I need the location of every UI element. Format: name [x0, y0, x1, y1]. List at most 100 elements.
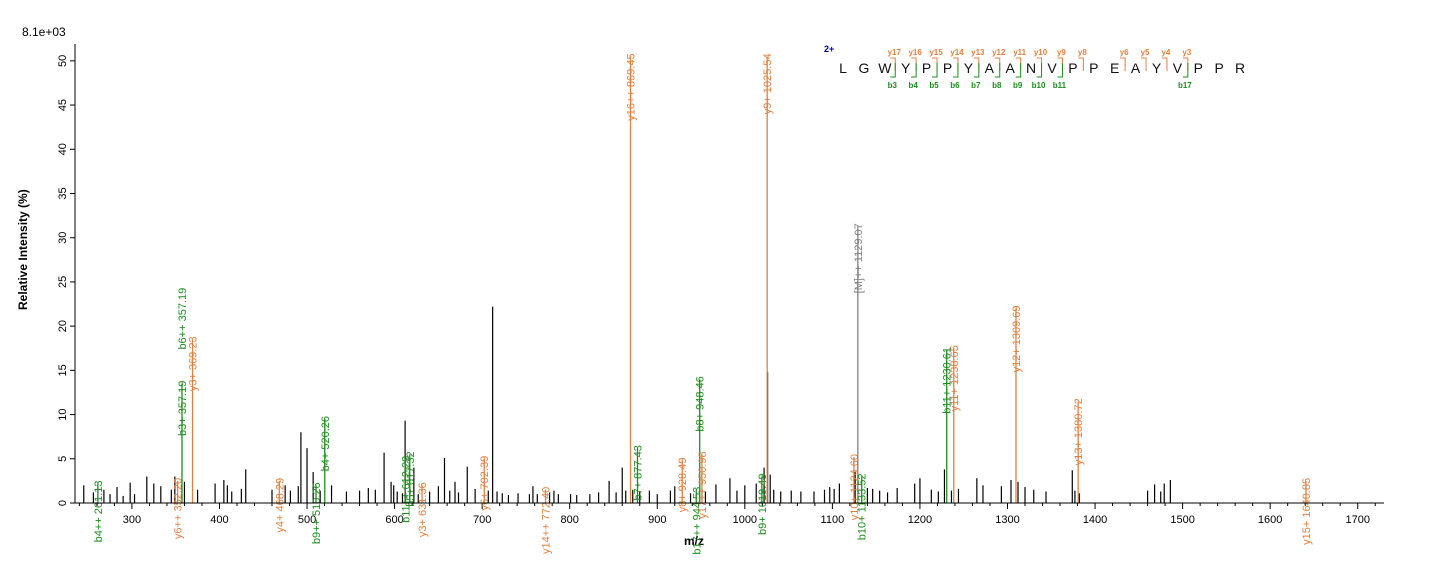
intensity-scale-label: 8.1e+03 [22, 25, 66, 39]
b-ion-label: b11 [1053, 81, 1067, 90]
y-tick-label: 10 [57, 408, 69, 420]
sequence-residue: E [1110, 60, 1119, 76]
y-tick-label: 45 [57, 99, 69, 111]
peak-label: y4+ 468.29 [274, 478, 286, 533]
x-tick-label: 1400 [1083, 514, 1107, 526]
b-ion-label: b3 [888, 81, 898, 90]
sequence-residue: L [839, 60, 847, 76]
b-ion-label: b4 [908, 81, 918, 90]
peak-label: y15+ 1640.85 [1301, 478, 1313, 545]
peak-label: y6+ 702.39 [479, 456, 491, 511]
y-ion-bracket [1120, 57, 1126, 71]
b-ion-bracket [1015, 63, 1022, 78]
peak-label: y16++ 869.45 [626, 53, 638, 120]
y-ion-label: y15 [929, 48, 943, 57]
x-tick-label: 500 [298, 514, 316, 526]
unassigned-peaks [83, 306, 1171, 503]
peak-label: y6++ 352.20 [173, 478, 185, 539]
peak-label: b8+ 948.46 [695, 376, 707, 431]
y-ion-label: y13 [971, 48, 985, 57]
y-tick-label: 0 [57, 500, 69, 506]
y-ion-bracket [1078, 57, 1084, 71]
x-tick-label: 1000 [733, 514, 757, 526]
peak-label: b5+ 617.32 [405, 451, 417, 506]
peak-label: y9+ 1025.54 [762, 53, 774, 114]
y-tick-label: 50 [57, 55, 69, 67]
x-tick-label: 900 [648, 514, 666, 526]
x-tick-label: 800 [561, 514, 579, 526]
sequence-residue: P [1089, 60, 1098, 76]
sequence-residue: Y [1152, 60, 1162, 76]
sequence-residue: N [1026, 60, 1036, 76]
peak-label: b4+ 520.26 [320, 416, 332, 471]
b-ion-bracket [911, 63, 917, 78]
peak-label: y3+ 631.36 [417, 482, 429, 537]
sequence-residue: P [1215, 60, 1224, 76]
y-axis-label: Relative Intensity (%) [16, 189, 30, 310]
y-ion-bracket [1036, 57, 1043, 71]
y-ion-bracket [973, 57, 980, 71]
y-tick-label: 5 [57, 456, 69, 462]
y-ion-label: y9 [1057, 48, 1066, 57]
precursor-charge: 2+ [824, 44, 834, 54]
peak-label: y11+ 1238.65 [949, 345, 961, 411]
peak-label: b3+ 357.19 [177, 381, 189, 436]
peak-label: y17++ 950.98 [697, 451, 709, 518]
y-ion-bracket [952, 57, 959, 71]
y-ion-bracket [1015, 57, 1022, 71]
y-ion-bracket [1141, 57, 1147, 71]
peak-label: b6++ 357.19 [177, 288, 189, 350]
b-ion-label: b17 [1178, 81, 1192, 90]
annotated-peaks: b4++ 261.13 y6++ 352.20 b3+ 357.19 b6++ 357… [93, 53, 1313, 554]
peak-label: b9++ 510.26 [311, 482, 323, 544]
y-tick-label: 40 [57, 143, 69, 155]
peak-label: y3+ 369.23 [188, 336, 200, 391]
y-tick-label: 35 [57, 187, 69, 199]
peak-label: y13+ 1380.72 [1073, 398, 1085, 465]
x-tick-label: 1200 [908, 514, 932, 526]
sequence-residue: P [922, 60, 931, 76]
y-ion-bracket [911, 57, 917, 71]
peak-label: [M]++ 1129.07 [853, 223, 865, 293]
b-ion-label: b7 [971, 81, 981, 90]
y-ion-label: y8 [1078, 48, 1087, 57]
peak-label: b17++ 944.53 [691, 487, 703, 555]
x-tick-label: 1300 [995, 514, 1019, 526]
b-ion-bracket [952, 63, 959, 78]
y-ion-label: y6 [1120, 48, 1129, 57]
b-ion-label: b5 [929, 81, 939, 90]
peak-label: b7+ 877.43 [633, 445, 645, 500]
sequence-residue: R [1235, 60, 1245, 76]
b-ion-label: b10 [1032, 81, 1046, 90]
y-ion-label: y5 [1141, 48, 1150, 57]
b-ion-bracket [890, 63, 896, 78]
sequence-residue: A [985, 60, 995, 76]
y-tick-label: 20 [57, 320, 69, 332]
y-ion-bracket [1182, 57, 1189, 71]
x-tick-label: 400 [210, 514, 228, 526]
y-ion-label: y14 [950, 48, 964, 57]
y-ion-label: y4 [1161, 48, 1170, 57]
y-ion-label: y16 [908, 48, 922, 57]
peak-label: y8+ 928.49 [677, 458, 689, 513]
sequence-residue: V [1173, 60, 1183, 76]
sequence-residue: V [1047, 60, 1057, 76]
y-ion-label: y3 [1182, 48, 1191, 57]
sequence-residue: P [1068, 60, 1077, 76]
x-tick-label: 1700 [1345, 514, 1369, 526]
y-ion-bracket [994, 57, 1001, 71]
sequence-residue: P [1194, 60, 1203, 76]
b-ion-label: b6 [950, 81, 960, 90]
y-tick-label: 15 [57, 364, 69, 376]
axis-ticks: 300 400 500 600 700 800 900 1000 1100 1200 1300 140… [57, 55, 1376, 526]
x-axis-label: m/z [684, 534, 704, 548]
sequence-residue: W [878, 60, 892, 76]
x-tick-label: 1100 [821, 514, 845, 526]
b-ion-bracket [1182, 63, 1189, 78]
x-tick-label: 1500 [1170, 514, 1194, 526]
b-ion-bracket [994, 63, 1001, 78]
b-ion-bracket [973, 63, 980, 78]
sequence-residue: A [1006, 60, 1016, 76]
